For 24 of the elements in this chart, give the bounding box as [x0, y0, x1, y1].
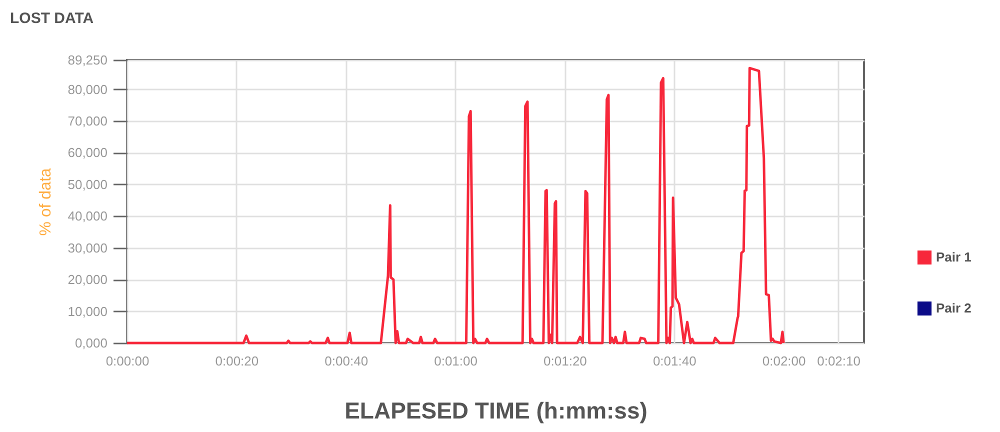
line-series: [126, 66, 785, 344]
y-tick-label: 40,000: [68, 208, 108, 224]
legend-label: Pair 1: [936, 250, 972, 264]
y-tick-label: 60,000: [68, 145, 108, 160]
x-axis-title: ELAPESED TIME (h:mm:ss): [344, 398, 648, 424]
x-tick-label: 0:02:00: [762, 354, 806, 368]
y-axis-title: % of data: [38, 168, 55, 236]
y-tick-label: 10,000: [68, 304, 108, 319]
legend-label: Pair 2: [936, 300, 972, 316]
y-tick-label: 0,000: [74, 336, 108, 350]
y-tick-label: 89,250: [68, 52, 108, 68]
y-tick-label: 20,000: [68, 272, 108, 288]
y-tick-label: 50,000: [68, 176, 108, 192]
x-tick-label: 0:00:40: [324, 354, 368, 368]
x-tick-label: 0:00:20: [215, 354, 259, 368]
x-tick-label: 0:01:00: [434, 354, 478, 368]
y-tick-label: 80,000: [68, 82, 108, 97]
x-tick-label: 0:01:40: [652, 354, 696, 368]
y-tick-label: 70,000: [68, 114, 108, 129]
x-tick-label: 0:01:20: [544, 354, 587, 368]
x-tick-label: 0:00:00: [106, 354, 150, 368]
chart-title: LOST DATA: [10, 10, 94, 27]
y-tick-label: 30,000: [68, 240, 108, 256]
x-tick-label: 0:02:10: [817, 354, 860, 368]
